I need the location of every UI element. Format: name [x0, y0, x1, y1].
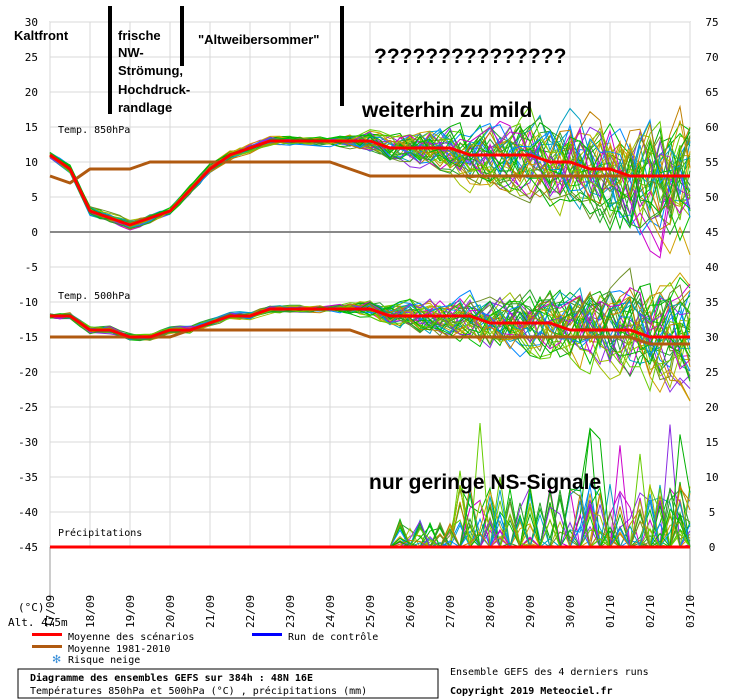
annotation-nw-3: Strömung,	[118, 63, 183, 78]
label-t500: Temp. 500hPa	[58, 291, 130, 302]
y-right-tick-label: 55	[705, 156, 718, 169]
y-right-tick-label: 15	[705, 436, 718, 449]
legend-label-snow: Risque neige	[68, 655, 140, 666]
divider-bar-3	[340, 6, 344, 106]
annotation-mild: weiterhin zu mild	[361, 99, 532, 122]
legend-label-clim: Moyenne 1981-2010	[68, 644, 170, 655]
x-tick-label: 19/09	[124, 595, 137, 628]
x-tick-label: 28/09	[484, 595, 497, 628]
x-tick-label: 25/09	[364, 595, 377, 628]
x-tick-label: 18/09	[84, 595, 97, 628]
x-tick-label: 01/10	[604, 595, 617, 628]
y-right-tick-label: 10	[705, 471, 718, 484]
annotation-kaltfront: Kaltfront	[14, 28, 69, 43]
y-left-tick-label: -5	[25, 261, 38, 274]
y-right-tick-label: 20	[705, 401, 718, 414]
annotation-nw-5: randlage	[118, 100, 172, 115]
ensemble-member-t500	[49, 301, 691, 393]
unit-label: (°C)	[18, 601, 45, 614]
copyright-text: Copyright 2019 Meteociel.fr	[450, 685, 613, 697]
legend-label-mean: Moyenne des scénarios	[68, 631, 194, 643]
footer-box	[17, 668, 439, 699]
x-tick-label: 02/10	[644, 595, 657, 628]
annotation-nw-2: NW-	[118, 45, 144, 60]
x-tick-label: 21/09	[204, 595, 217, 628]
y-right-tick-label: 45	[705, 226, 718, 239]
y-right-tick-label: 40	[705, 261, 718, 274]
y-right-tick-label: 70	[705, 51, 718, 64]
line-t500-climatology	[50, 328, 690, 346]
ensemble-member-t850	[49, 134, 691, 230]
legend: Moyenne des scénarios Moyenne 1981-2010 …	[32, 631, 378, 666]
divider-bar-1	[108, 6, 112, 114]
y-right-tick-label: 50	[705, 191, 718, 204]
y-left-tick-label: 20	[25, 86, 38, 99]
y-left-tick-label: -40	[18, 506, 38, 519]
y-left-tick-label: 30	[25, 16, 38, 29]
annotation-nw-1: frische	[118, 28, 161, 43]
x-tick-label: 03/10	[684, 595, 697, 628]
y-left-tick-label: -10	[18, 296, 38, 309]
x-tick-label: 27/09	[444, 595, 457, 628]
y-right-tick-label: 65	[705, 86, 718, 99]
y-left-tick-label: -25	[18, 401, 38, 414]
y-right-tick-label: 75	[705, 16, 718, 29]
y-left-tick-label: 0	[31, 226, 38, 239]
snowflake-icon: ✻	[52, 653, 61, 666]
label-t850: Temp. 850hPa	[58, 125, 130, 136]
line-t850-climatology	[49, 160, 690, 185]
x-tick-label: 17/09	[44, 595, 57, 628]
chart-subtitle: Températures 850hPa et 500hPa (°C) , pré…	[30, 685, 367, 697]
annotation-nw-4: Hochdruck-	[118, 82, 190, 97]
annotation-ns-signale: nur geringe NS-Signale	[369, 471, 601, 494]
label-precip: Précipitations	[58, 527, 142, 539]
footer: Diagramme des ensembles GEFS sur 384h : …	[17, 667, 649, 699]
y-left-tick-label: -35	[18, 471, 38, 484]
line-t850-mean	[49, 139, 690, 227]
source-text: Ensemble GEFS des 4 derniers runs	[450, 667, 649, 678]
line-t500-mean	[50, 307, 690, 339]
divider-bar-2	[180, 6, 184, 66]
y-right-tick-label: 60	[705, 121, 718, 134]
x-tick-label: 30/09	[564, 595, 577, 628]
mean-lines	[49, 139, 690, 549]
y-right-tick-label: 0	[709, 541, 716, 554]
annotations: Kaltfront frische NW- Strömung, Hochdruc…	[14, 6, 601, 494]
x-tick-label: 20/09	[164, 595, 177, 628]
altitude-label: Alt. 475m	[8, 616, 68, 629]
y-left-tick-label: -20	[18, 366, 38, 379]
chart-title: Diagramme des ensembles GEFS sur 384h : …	[30, 672, 313, 684]
y-left-tick-label: -15	[18, 331, 38, 344]
x-tick-label: 23/09	[284, 595, 297, 628]
x-tick-label: 24/09	[324, 595, 337, 628]
x-tick-label: 29/09	[524, 595, 537, 628]
x-tick-label: 26/09	[404, 595, 417, 628]
y-left-tick-label: 10	[25, 156, 38, 169]
y-right-tick-label: 25	[705, 366, 718, 379]
legend-swatch-clim	[32, 645, 62, 648]
annotation-question: ???????????????	[374, 45, 566, 68]
legend-swatch-mean	[32, 633, 62, 636]
legend-swatch-control	[252, 633, 282, 636]
y-left-tick-label: -30	[18, 436, 38, 449]
y-left-tick-label: -45	[18, 541, 38, 554]
y-left-tick-label: 5	[31, 191, 38, 204]
x-axis: 17/09 18/09 19/09 20/09 21/09 22/09 23/09 24/09…	[44, 595, 697, 628]
y-left-tick-label: 15	[25, 121, 38, 134]
x-tick-label: 22/09	[244, 595, 257, 628]
y-left-tick-label: 25	[25, 51, 38, 64]
y-axis-left: 30 25 20 15 10 5 0 -5 -10 -15 -20 -25 -30 -35 -40 -45	[18, 16, 38, 554]
y-right-tick-label: 5	[709, 506, 716, 519]
annotation-altweibersommer: "Altweibersommer"	[198, 32, 319, 47]
legend-label-control: Run de contrôle	[288, 631, 378, 643]
y-right-tick-label: 30	[705, 331, 718, 344]
y-right-tick-label: 35	[705, 296, 718, 309]
